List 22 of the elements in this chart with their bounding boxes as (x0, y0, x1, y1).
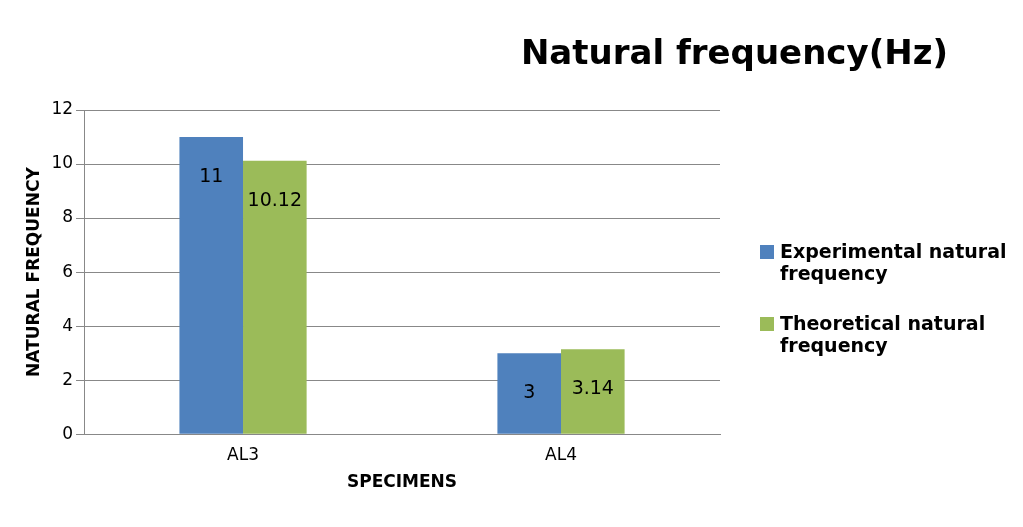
y-tick-label: 10 (51, 152, 74, 173)
y-tick-label: 4 (62, 314, 74, 335)
data-label: 3.14 (571, 376, 614, 399)
x-tick-label: AL4 (545, 443, 577, 464)
x-tick-label: AL3 (227, 443, 259, 464)
data-label: 3 (523, 380, 536, 403)
data-label: 10.12 (247, 187, 303, 210)
data-label: 11 (199, 163, 224, 186)
y-tick-label: 2 (62, 368, 74, 389)
chart-title: Natural frequency(Hz) (520, 32, 948, 72)
y-tick-label: 12 (51, 98, 74, 119)
bar (243, 160, 307, 434)
legend-label: Experimental natural frequency (780, 240, 1008, 284)
bar (179, 137, 244, 434)
y-tick-label: 8 (62, 206, 74, 227)
x-axis-title: SPECIMENS (346, 471, 458, 492)
y-tick-label: 0 (62, 422, 74, 443)
y-axis-title: NATURAL FREQUENCY (22, 166, 43, 377)
y-tick-label: 6 (62, 260, 74, 281)
legend-label: Theoretical natural frequency (780, 312, 987, 356)
bar (561, 349, 625, 434)
bar (497, 353, 562, 434)
